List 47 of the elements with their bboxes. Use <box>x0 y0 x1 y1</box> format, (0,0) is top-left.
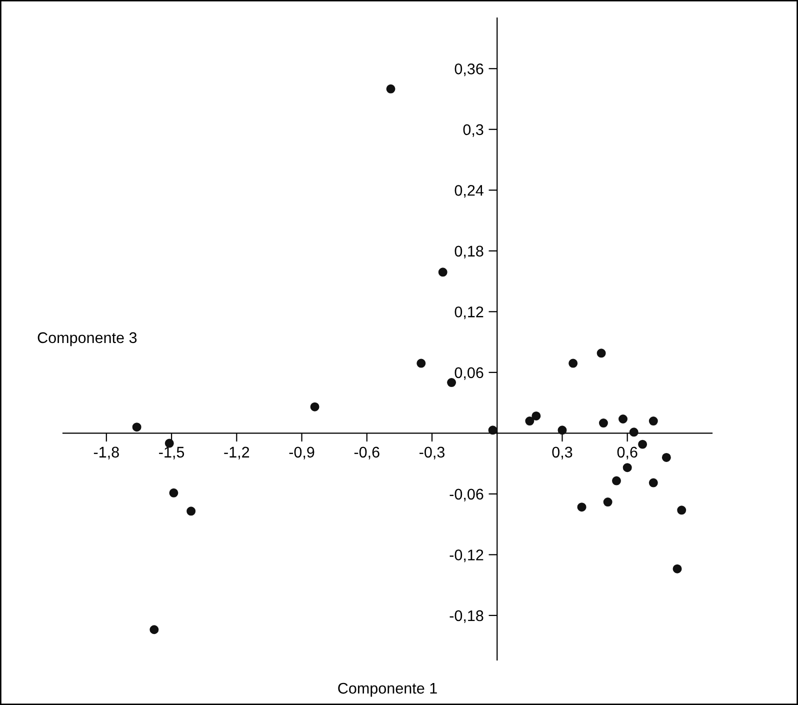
point <box>416 358 426 368</box>
point <box>618 414 628 424</box>
x-tick-label: -0,9 <box>289 446 314 460</box>
y-tick-label: -0,18 <box>450 610 484 623</box>
point <box>186 506 196 516</box>
point <box>677 506 686 515</box>
point <box>596 348 606 358</box>
y-tick-label: 0,12 <box>454 306 484 320</box>
x-tick-label: -1,8 <box>94 446 119 460</box>
point <box>438 268 448 277</box>
point <box>662 452 671 462</box>
point <box>150 625 159 634</box>
y-tick-label: 0,18 <box>454 246 484 258</box>
point <box>386 84 396 94</box>
y-tick-label: 0,3 <box>463 124 484 137</box>
point <box>488 426 498 435</box>
y-tick-label: 0,24 <box>454 185 484 198</box>
point <box>568 358 578 368</box>
y-tick-label: 0,06 <box>454 367 484 380</box>
x-axis-title: Componente 1 <box>338 682 437 697</box>
point <box>648 416 658 426</box>
point <box>310 402 320 412</box>
point <box>648 478 658 488</box>
point <box>577 502 586 512</box>
point <box>612 476 621 486</box>
point <box>629 428 638 437</box>
point <box>672 564 682 574</box>
point <box>169 488 178 498</box>
x-tick-label: -0,6 <box>354 446 380 460</box>
point <box>132 422 142 432</box>
point <box>447 378 456 388</box>
x-tick-label: 0,3 <box>552 446 572 460</box>
point <box>525 416 534 426</box>
y-tick-label: 0,36 <box>454 64 484 76</box>
point <box>532 411 541 420</box>
point <box>598 418 608 428</box>
y-tick-label: -0,06 <box>450 488 484 502</box>
x-tick-label: -0,3 <box>420 446 444 460</box>
point <box>622 463 632 472</box>
y-axis-title: Componente 3 <box>38 332 137 346</box>
x-tick-label: -1,5 <box>159 446 184 460</box>
x-tick-label: -1,2 <box>224 446 250 460</box>
point <box>638 440 648 449</box>
point <box>558 426 567 435</box>
point <box>603 498 612 507</box>
x-tick-label: 0,6 <box>617 446 638 460</box>
y-tick-label: -0,12 <box>450 550 484 562</box>
